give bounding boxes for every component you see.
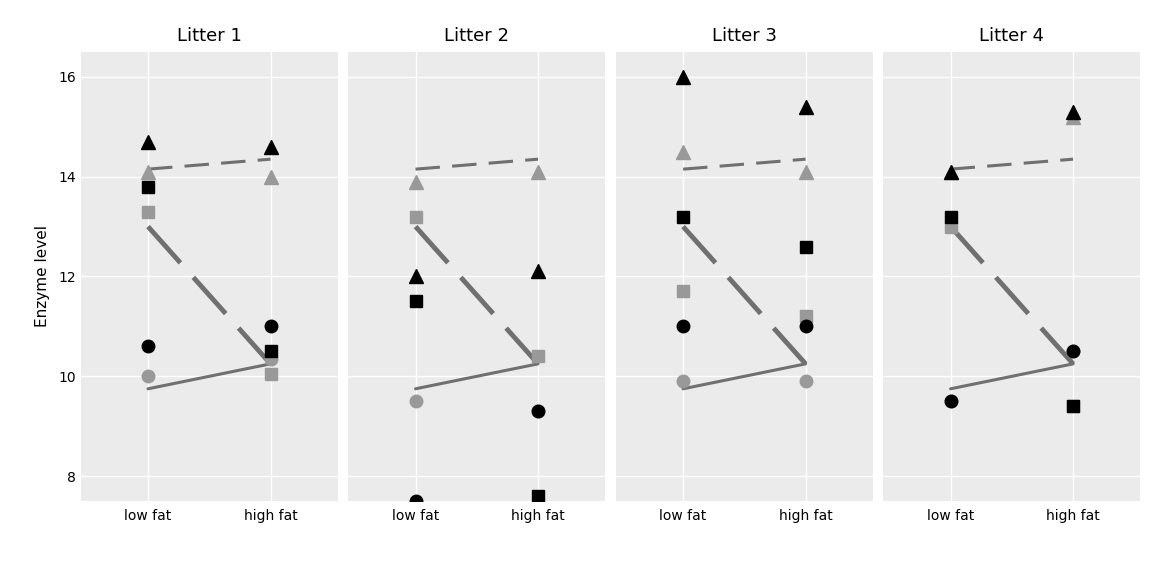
Title: Litter 2: Litter 2	[445, 26, 509, 45]
Y-axis label: Enzyme level: Enzyme level	[35, 225, 50, 328]
Title: Litter 1: Litter 1	[176, 26, 242, 45]
Title: Litter 4: Litter 4	[979, 26, 1045, 45]
Title: Litter 3: Litter 3	[712, 26, 776, 45]
